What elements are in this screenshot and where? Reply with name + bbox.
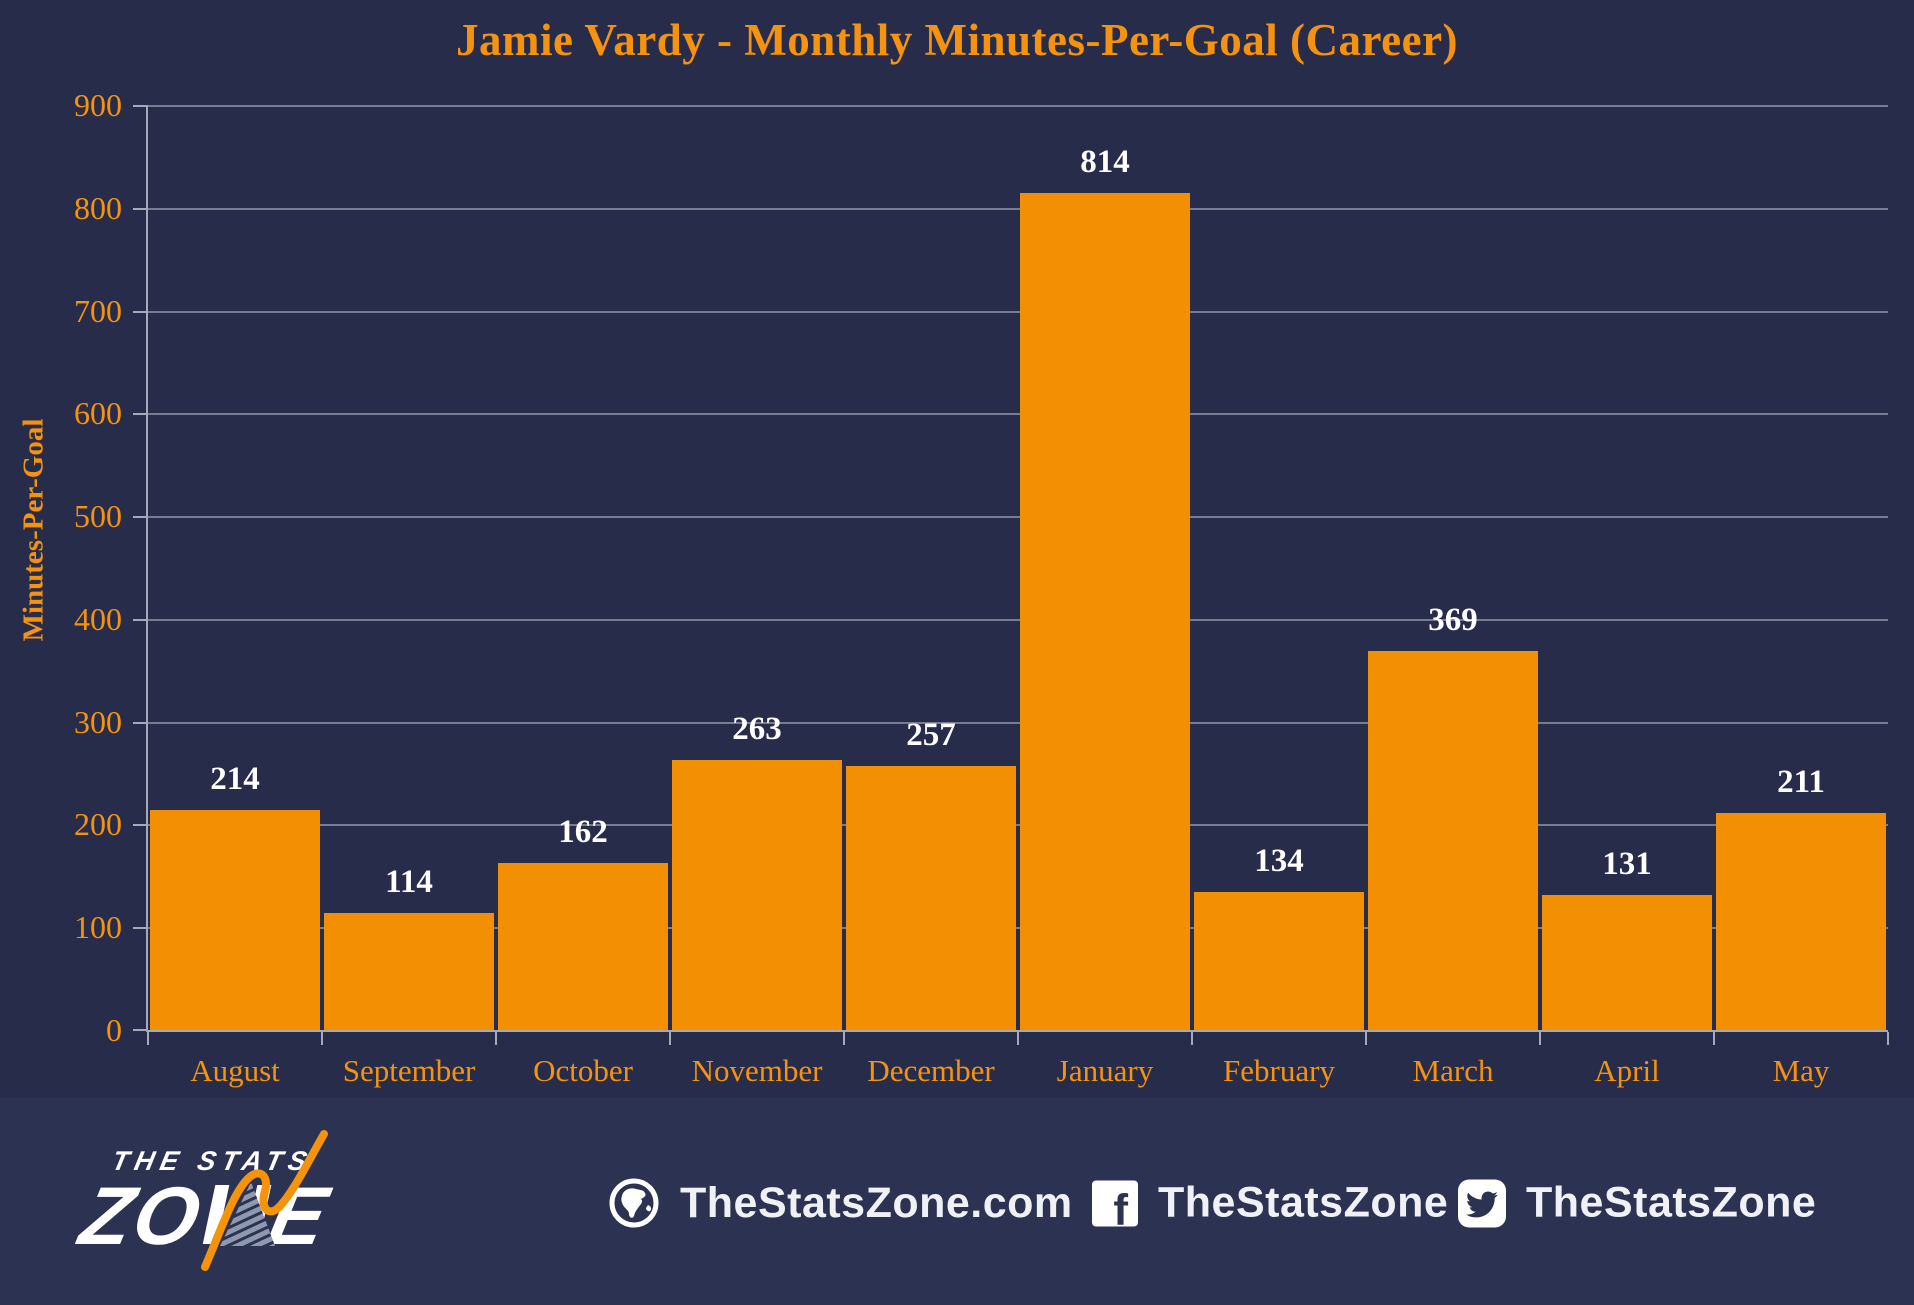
y-tick-label: 100 (74, 909, 122, 946)
x-axis-tick (1017, 1032, 1019, 1045)
y-axis-tick (133, 927, 146, 930)
bar-value-label: 214 (210, 761, 260, 797)
y-tick-label: 0 (106, 1012, 122, 1048)
logo-zo: ZO (75, 1170, 210, 1262)
x-axis-label: September (342, 1053, 476, 1088)
bar-november (672, 760, 842, 1030)
y-tick-label: 700 (74, 292, 122, 329)
bar-may (1716, 813, 1886, 1030)
website-label: TheStatsZone.com (680, 1178, 1073, 1227)
logo-line1: THE STATS (109, 1145, 315, 1176)
x-axis-label: March (1412, 1053, 1494, 1088)
facebook-label: TheStatsZone (1158, 1178, 1449, 1227)
x-axis-tick (1887, 1032, 1889, 1045)
gridline (148, 310, 1888, 313)
x-axis-label: December (867, 1053, 995, 1088)
gridline (148, 927, 1888, 930)
bar-february (1194, 892, 1364, 1030)
y-axis-line (146, 105, 148, 1030)
facebook-link[interactable]: f TheStatsZone (1092, 1179, 1448, 1228)
twitter-label: TheStatsZone (1526, 1178, 1817, 1227)
facebook-icon: f (1092, 1180, 1138, 1226)
y-tick-label: 800 (74, 189, 122, 226)
bar-september (324, 913, 494, 1030)
bar-value-label: 211 (1777, 764, 1825, 800)
bar-march (1368, 651, 1538, 1030)
y-axis-tick (133, 516, 146, 519)
bar-april (1542, 895, 1712, 1030)
the-stats-zone-logo: THE STATS ZO E (75, 1130, 338, 1271)
y-tick-label: 500 (74, 498, 122, 535)
x-axis-tick (1713, 1032, 1715, 1045)
gridline (148, 413, 1888, 416)
y-tick-label: 200 (74, 806, 122, 843)
x-axis-label: August (190, 1053, 280, 1088)
x-axis-tick (1365, 1032, 1367, 1045)
x-axis-tick (321, 1032, 323, 1045)
bar-january (1020, 193, 1190, 1030)
gridline (148, 516, 1888, 519)
bar-october (498, 863, 668, 1030)
y-axis-tick (133, 721, 146, 724)
plot-area: 214 114 162 263 257 814 134 369 131 211 (133, 105, 1889, 1045)
x-axis-tick (1191, 1032, 1193, 1045)
bar-december (846, 766, 1016, 1030)
bar-value-label: 114 (385, 864, 433, 900)
logo-mountain (220, 1182, 275, 1246)
bar-value-label: 134 (1254, 843, 1304, 879)
x-axis-tick (843, 1032, 845, 1045)
bar-value-label: 369 (1428, 602, 1478, 638)
x-axis-tick (669, 1032, 671, 1045)
gridline (148, 824, 1888, 827)
x-axis-tick (147, 1032, 149, 1045)
y-axis-tick (133, 207, 146, 210)
x-axis-tick (495, 1032, 497, 1045)
gridline (148, 618, 1888, 621)
bar-value-label: 131 (1602, 846, 1652, 882)
bar-value-label: 162 (558, 814, 608, 850)
x-axis-label: October (533, 1053, 633, 1088)
x-axis-line (146, 1030, 1888, 1032)
y-tick-label: 300 (74, 703, 122, 740)
y-axis-tick (133, 824, 146, 827)
logo-swoosh (201, 1130, 328, 1271)
footer: THE STATS ZO E TheStatsZone.com f TheSt (0, 1098, 1914, 1305)
x-axis-label: February (1223, 1053, 1335, 1088)
y-tick-label: 900 (74, 87, 122, 123)
y-axis-tick (133, 310, 146, 313)
bar-august (150, 810, 320, 1030)
twitter-icon (1458, 1179, 1506, 1227)
y-tick-label: 600 (74, 395, 122, 432)
logo-n-stem (202, 1185, 230, 1244)
x-axis-label: May (1772, 1053, 1830, 1088)
svg-text:f: f (1113, 1185, 1128, 1226)
gridline (148, 721, 1888, 724)
twitter-link[interactable]: TheStatsZone (1458, 1179, 1816, 1228)
website-link[interactable]: TheStatsZone.com (608, 1177, 1073, 1229)
y-axis-tick (133, 618, 146, 621)
chart-title: Jamie Vardy - Monthly Minutes-Per-Goal (… (455, 15, 1459, 65)
x-axis-tick (1539, 1032, 1541, 1045)
gridline (148, 105, 1888, 107)
bar-value-label: 257 (906, 717, 956, 753)
bar-value-label: 263 (732, 711, 782, 747)
y-axis-tick (133, 105, 146, 107)
bar-value-label: 814 (1080, 144, 1130, 180)
y-tick-label: 400 (74, 600, 122, 637)
y-axis-tick (133, 413, 146, 416)
y-axis-tick (133, 1029, 146, 1031)
gridline (148, 207, 1888, 210)
globe-icon (609, 1178, 659, 1228)
x-axis-label: January (1056, 1053, 1154, 1088)
x-axis-label: November (691, 1053, 823, 1088)
x-axis-label: April (1594, 1053, 1660, 1088)
